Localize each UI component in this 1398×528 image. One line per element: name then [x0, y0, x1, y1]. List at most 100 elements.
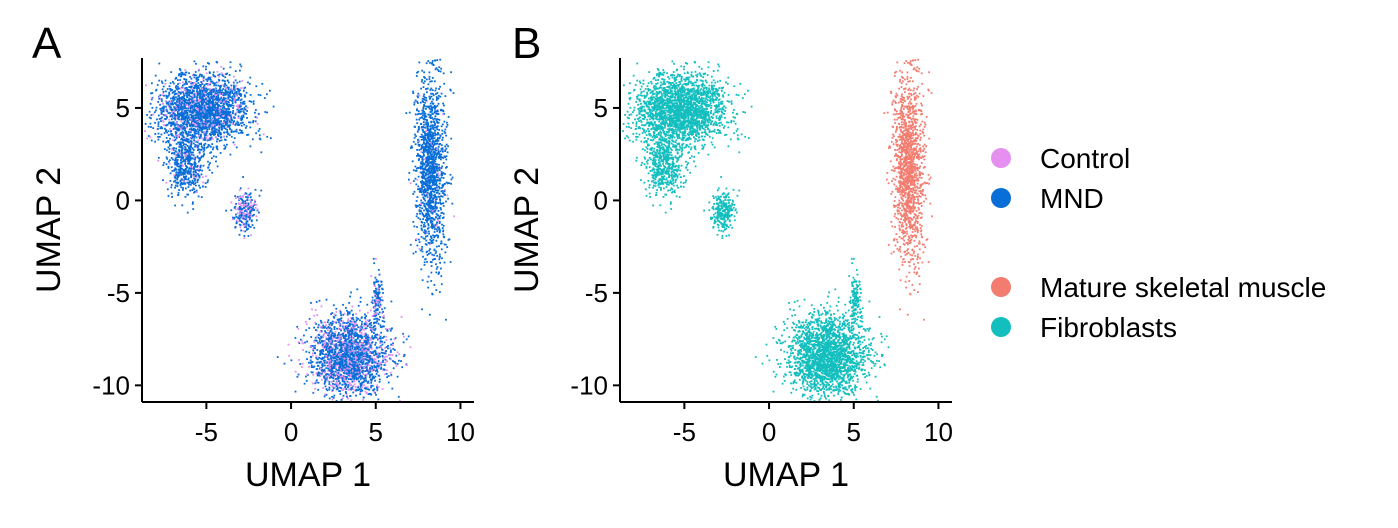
point	[208, 92, 210, 95]
point	[187, 186, 190, 188]
point	[428, 145, 431, 148]
point	[195, 102, 198, 105]
point	[192, 173, 195, 176]
point	[223, 109, 226, 112]
point	[152, 127, 155, 129]
point	[184, 159, 186, 162]
point	[242, 121, 244, 124]
point	[200, 164, 202, 167]
point	[420, 221, 423, 223]
point	[182, 123, 185, 126]
point	[197, 112, 200, 115]
point	[432, 128, 435, 130]
point	[334, 330, 337, 333]
point	[218, 121, 221, 123]
panel-a-cluster-small-middle	[225, 187, 263, 239]
point	[243, 102, 246, 105]
point	[433, 180, 436, 183]
point	[443, 112, 445, 115]
point	[235, 84, 237, 87]
point	[440, 167, 443, 169]
point	[175, 168, 177, 171]
point	[169, 180, 172, 182]
point	[182, 101, 185, 104]
point	[426, 171, 429, 173]
point	[417, 102, 419, 104]
point	[191, 88, 194, 91]
point	[417, 154, 420, 156]
point	[198, 169, 200, 172]
point	[423, 261, 426, 264]
point	[182, 99, 185, 102]
point	[339, 312, 342, 315]
point	[184, 98, 186, 101]
point	[423, 163, 426, 165]
point	[429, 248, 431, 250]
point	[253, 204, 256, 206]
point	[171, 110, 173, 112]
point	[216, 148, 219, 151]
point	[438, 174, 440, 177]
point	[203, 99, 205, 102]
point	[215, 147, 218, 149]
point	[241, 132, 244, 134]
point	[429, 138, 432, 141]
point	[211, 96, 214, 98]
point	[242, 101, 244, 104]
point	[251, 199, 253, 201]
point	[424, 225, 427, 228]
point	[246, 203, 248, 206]
point	[428, 157, 431, 159]
point	[201, 107, 203, 110]
point	[450, 137, 453, 140]
point	[423, 231, 425, 234]
point	[423, 193, 426, 196]
point	[188, 111, 191, 113]
point	[222, 121, 225, 124]
point	[213, 129, 216, 132]
point	[187, 117, 189, 120]
point	[198, 157, 200, 160]
point	[242, 201, 245, 203]
point	[417, 153, 419, 155]
point	[245, 196, 247, 198]
point	[170, 106, 172, 109]
point	[436, 118, 439, 120]
point	[191, 89, 194, 92]
point	[443, 243, 446, 246]
point	[427, 286, 430, 289]
point	[429, 96, 432, 99]
point	[227, 96, 230, 98]
point	[193, 82, 196, 84]
point	[435, 147, 437, 150]
point	[435, 239, 438, 242]
point	[252, 120, 255, 122]
point	[180, 111, 183, 114]
point	[426, 165, 428, 167]
point	[177, 154, 179, 157]
point	[419, 171, 422, 174]
point	[182, 171, 185, 174]
point	[422, 130, 425, 133]
point	[182, 96, 185, 99]
point	[181, 115, 184, 118]
point	[167, 167, 170, 169]
point	[193, 102, 196, 105]
point	[423, 76, 425, 78]
point	[412, 252, 415, 255]
point	[192, 151, 194, 154]
point	[424, 237, 426, 240]
point	[188, 155, 190, 158]
point	[436, 140, 438, 142]
point	[232, 218, 234, 220]
point	[189, 117, 192, 120]
point	[186, 125, 189, 128]
point	[178, 171, 181, 174]
point	[226, 130, 229, 133]
point	[425, 191, 427, 194]
point	[249, 193, 251, 196]
point	[166, 88, 169, 90]
point	[416, 100, 419, 103]
point	[424, 132, 426, 135]
point	[186, 154, 189, 157]
